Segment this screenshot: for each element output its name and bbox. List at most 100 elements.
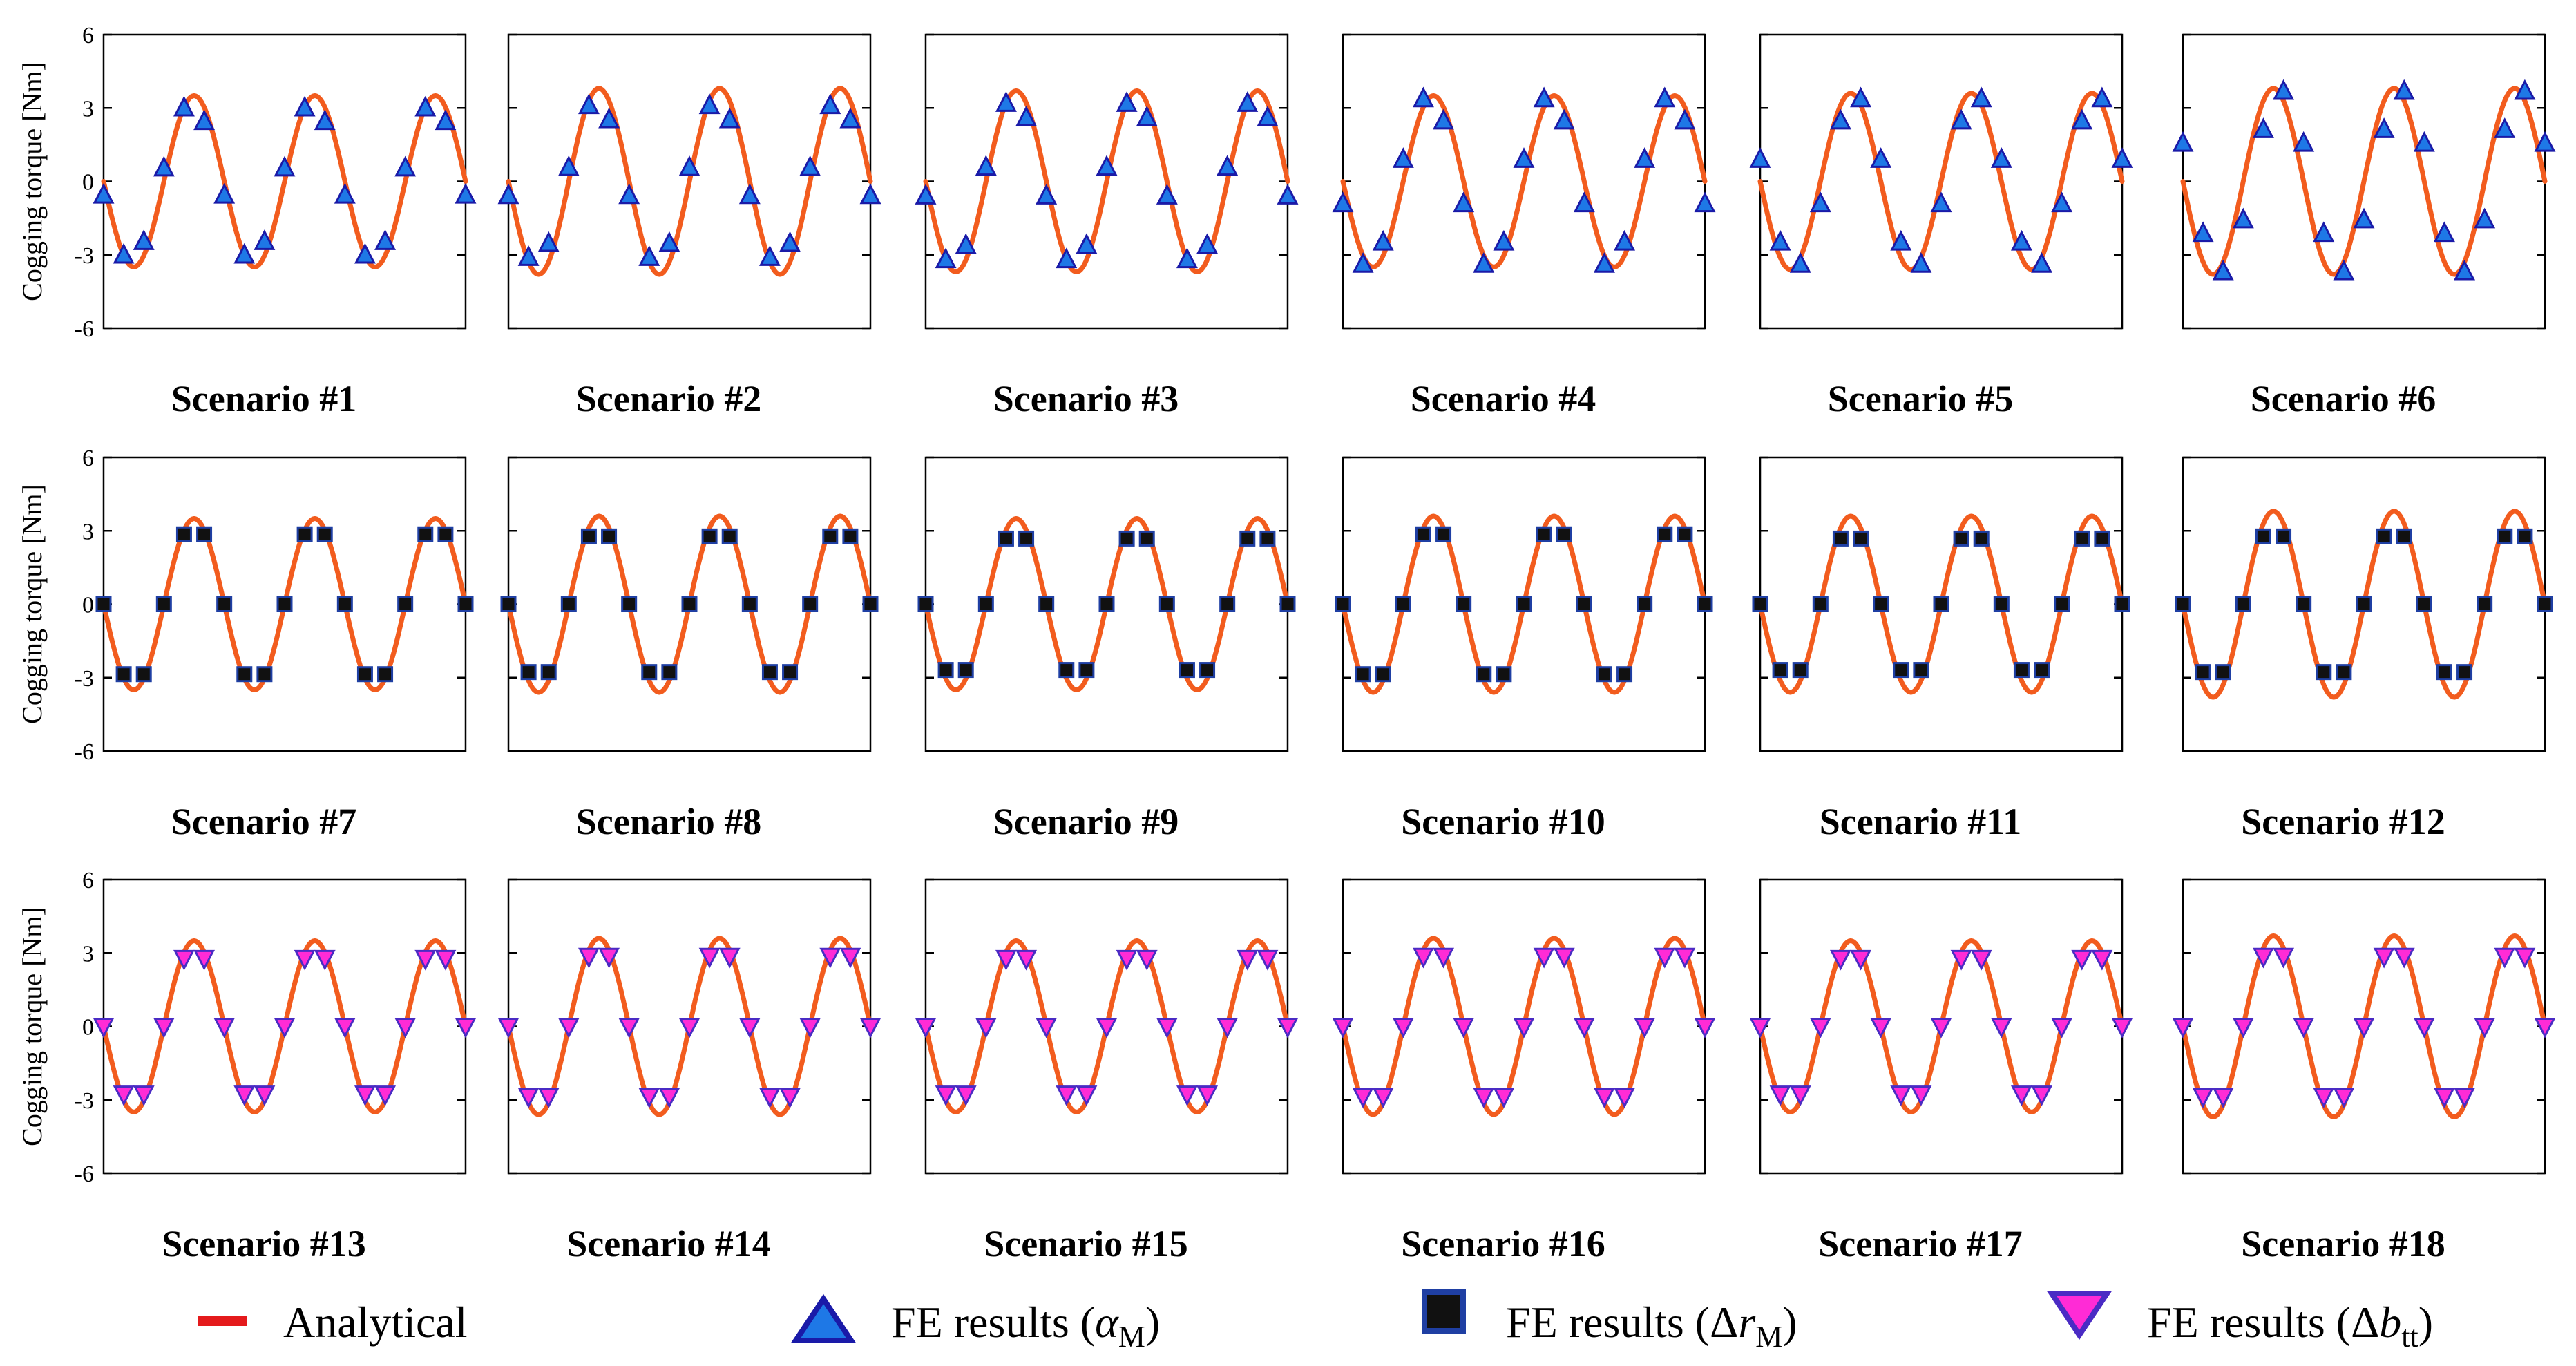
- fe-point-alpha: [1930, 191, 1952, 213]
- chart-scenario-3: Scenario #3: [915, 33, 1299, 419]
- fe-point-dr: [1792, 662, 1809, 679]
- y-tick-label: -3: [75, 243, 94, 269]
- fe-point-alpha: [1453, 191, 1475, 213]
- fe-point-dr: [2074, 530, 2090, 547]
- fe-point-db: [2252, 947, 2274, 969]
- fe-point-dr: [1038, 596, 1055, 612]
- fe-point-alpha: [1749, 147, 1771, 168]
- fe-point-db: [133, 1085, 155, 1106]
- panel-title: Scenario #2: [576, 378, 761, 419]
- fe-point-alpha: [598, 107, 620, 129]
- fe-point-alpha: [274, 155, 296, 177]
- fe-point-db: [2494, 947, 2516, 969]
- fe-point-db: [1789, 1085, 1811, 1106]
- fe-point-db: [1196, 1085, 1219, 1106]
- legend-fe-alpha-label: FE results (αM): [891, 1298, 1160, 1354]
- fe-point-dr: [175, 526, 192, 542]
- fe-point-dr: [1158, 596, 1175, 612]
- y-tick-label: 0: [82, 1015, 94, 1041]
- fe-point-db: [618, 1018, 640, 1038]
- fe-point-dr: [2013, 662, 2030, 679]
- fe-point-alpha: [1789, 252, 1811, 273]
- fe-point-dr: [2195, 664, 2211, 681]
- fe-point-alpha: [2454, 259, 2476, 281]
- fe-point-dr: [842, 528, 859, 544]
- fe-point-alpha: [2071, 108, 2093, 130]
- fe-point-dr: [2175, 596, 2191, 612]
- fe-point-dr: [1078, 662, 1095, 679]
- fe-point-dr: [1556, 526, 1572, 542]
- fe-point-dr: [296, 526, 313, 542]
- chart-scenario-6: Scenario #6: [2172, 33, 2556, 419]
- fe-point-dr: [2416, 596, 2432, 612]
- fe-point-alpha: [2031, 252, 2053, 273]
- fe-point-db: [414, 949, 437, 971]
- y-tick-label: -3: [75, 1088, 94, 1114]
- fe-point-dr: [1752, 596, 1768, 612]
- fe-point-dr: [1812, 596, 1829, 612]
- fe-point-db: [1749, 1018, 1771, 1038]
- fe-point-alpha: [955, 233, 977, 254]
- fe-point-alpha: [2494, 117, 2516, 138]
- fe-point-db: [193, 949, 216, 971]
- square-icon: [1422, 1289, 1466, 1334]
- fe-point-dr: [336, 596, 353, 612]
- fe-point-db: [1553, 947, 1575, 969]
- fe-point-dr: [1832, 530, 1849, 547]
- fe-point-dr: [2477, 596, 2493, 612]
- fe-point-dr: [1335, 596, 1351, 612]
- fe-point-db: [1096, 1018, 1118, 1038]
- panel-title: Scenario #4: [1411, 378, 1596, 419]
- fe-point-dr: [2235, 596, 2251, 612]
- chart-scenario-2: Scenario #2: [497, 33, 881, 419]
- fe-point-db: [1076, 1085, 1098, 1106]
- fe-point-dr: [1893, 662, 1909, 679]
- panel-title: Scenario #11: [1820, 801, 2022, 842]
- fe-point-alpha: [2313, 221, 2335, 243]
- fe-point-db: [1136, 949, 1158, 971]
- fe-point-dr: [957, 662, 974, 679]
- panel-title: Scenario #7: [171, 801, 356, 842]
- chart-scenario-18: Scenario #18: [2172, 878, 2556, 1264]
- chart-scenario-1: -6 -3 0 3 6 Cogging torque [Nm] Scenario #1: [17, 23, 477, 419]
- fe-point-db: [1930, 1018, 1952, 1038]
- fe-point-alpha: [314, 109, 336, 131]
- fe-point-dr: [1118, 530, 1135, 547]
- fe-point-db: [1850, 949, 1872, 971]
- fe-point-dr: [1138, 530, 1155, 547]
- fe-point-db: [334, 1018, 356, 1038]
- fe-point-db: [213, 1018, 236, 1038]
- fe-point-alpha: [779, 231, 801, 252]
- panel-title: Scenario #12: [2241, 801, 2445, 842]
- fe-point-alpha: [537, 231, 560, 252]
- fe-point-dr: [437, 526, 454, 542]
- analytical-curve: [1757, 91, 2125, 272]
- fe-point-alpha: [1493, 229, 1515, 251]
- legend-fe-db-label: FE results (Δbtt): [2147, 1298, 2433, 1354]
- fe-point-db: [738, 1018, 761, 1038]
- fe-point-db: [1694, 1018, 1716, 1038]
- fe-point-alpha: [374, 229, 397, 250]
- fe-point-dr: [1993, 596, 2010, 612]
- fe-point-dr: [802, 596, 819, 612]
- fe-point-db: [2212, 1088, 2234, 1108]
- fe-point-alpha: [557, 155, 580, 176]
- fe-point-dr: [1853, 530, 1869, 547]
- panel-title: Scenario #9: [993, 801, 1179, 842]
- fe-point-alpha: [698, 93, 721, 115]
- fe-point-db: [1056, 1085, 1078, 1106]
- panel-title: Scenario #6: [2251, 378, 2436, 419]
- fe-point-alpha: [2474, 207, 2496, 229]
- fe-point-alpha: [1015, 106, 1038, 126]
- panel-title: Scenario #15: [984, 1223, 1187, 1264]
- fe-point-db: [1890, 1085, 1912, 1106]
- fe-point-db: [698, 947, 721, 969]
- fe-point-db: [1654, 947, 1676, 969]
- fe-point-db: [1809, 1018, 1831, 1038]
- fe-point-db: [2474, 1018, 2496, 1038]
- panel-title: Scenario #17: [1818, 1223, 2022, 1264]
- fe-point-dr: [977, 596, 994, 612]
- fe-point-db: [1493, 1088, 1515, 1108]
- fe-point-alpha: [1553, 108, 1575, 130]
- fe-point-dr: [2316, 664, 2332, 681]
